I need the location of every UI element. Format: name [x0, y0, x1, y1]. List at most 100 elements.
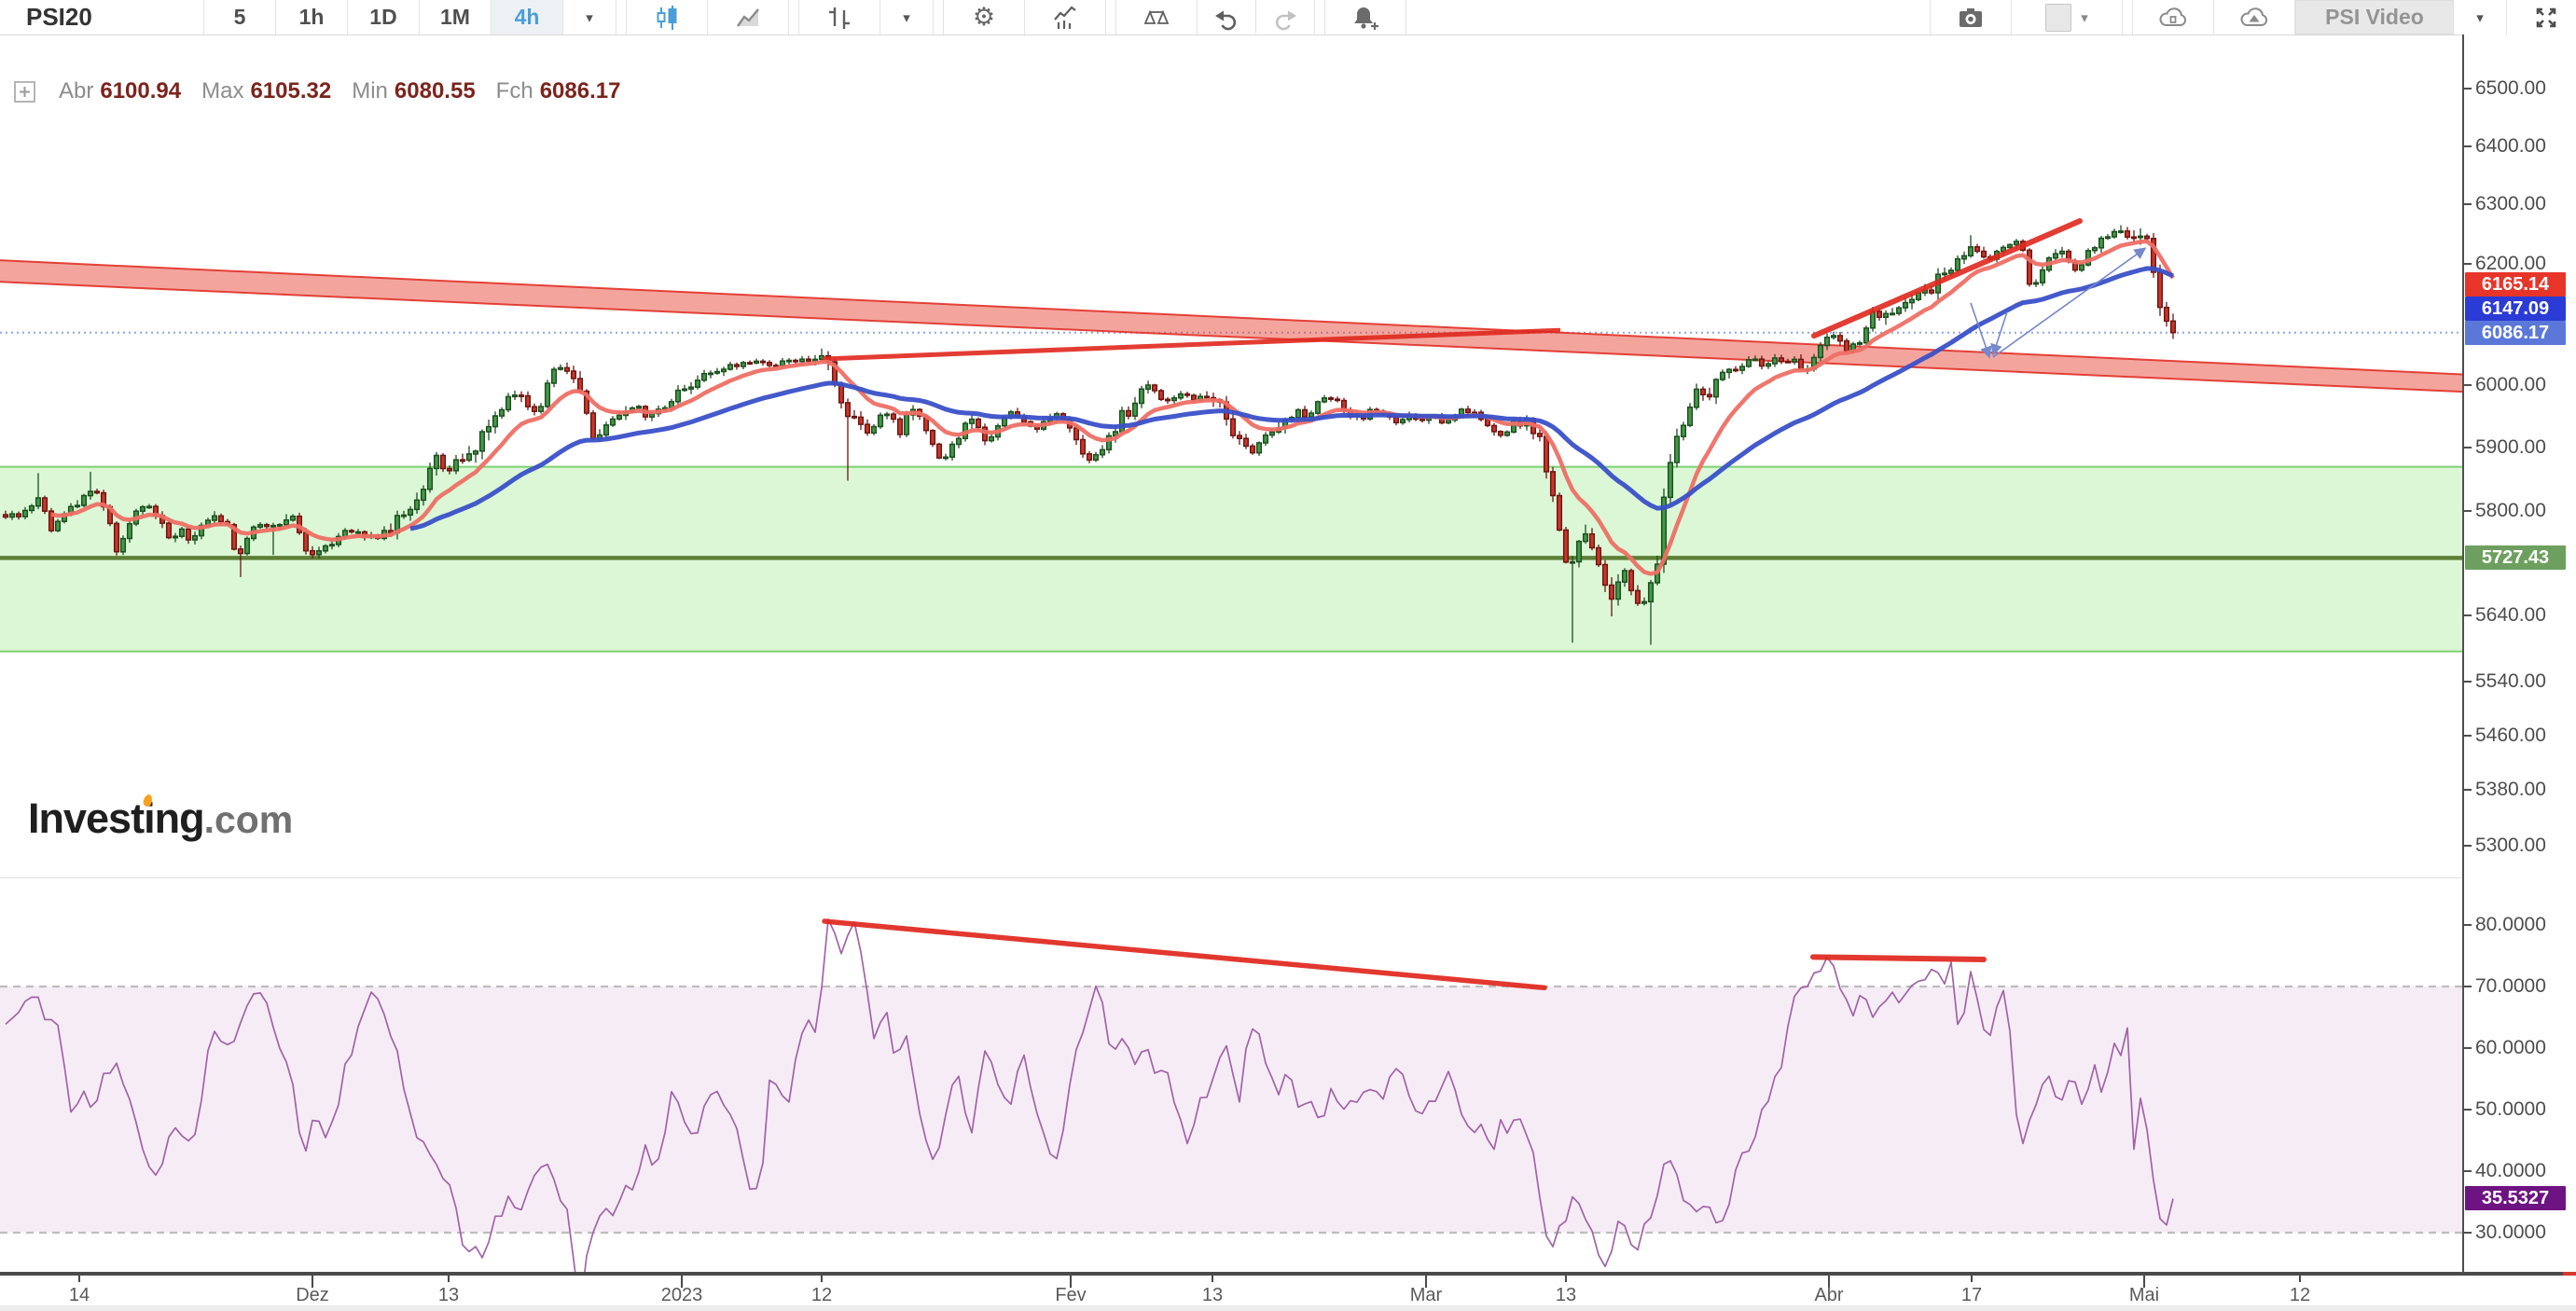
axis-tick-label: 80.0000	[2475, 914, 2546, 935]
axis-tick	[2464, 447, 2472, 449]
time-label: 17	[1960, 1285, 1983, 1305]
screenshot-button[interactable]	[1930, 0, 2012, 34]
timeframe-dropdown[interactable]: ▾	[563, 0, 616, 34]
axis-tick-label: 5460.00	[2475, 724, 2546, 746]
pane-separator[interactable]	[0, 877, 2576, 878]
time-axis-line	[0, 1272, 2576, 1276]
axis-tick-label: 6000.00	[2475, 374, 2546, 396]
legend-label: Abr	[59, 78, 94, 104]
layout-selector[interactable]: ▾	[2012, 0, 2123, 34]
chart-type-candles-button[interactable]	[626, 0, 708, 34]
time-label: Mai	[2128, 1285, 2160, 1305]
axis-tick-label: 40.0000	[2475, 1160, 2546, 1181]
time-tick	[681, 1276, 683, 1288]
price-pane-canvas[interactable]	[0, 34, 2462, 878]
indicators-button[interactable]	[1025, 0, 1106, 34]
timeframe-group: 5 1h 1D 1M 4h	[204, 0, 563, 34]
chevron-down-icon: ▾	[2081, 9, 2088, 26]
fullscreen-button[interactable]	[2516, 0, 2576, 34]
fullscreen-icon	[2536, 7, 2556, 27]
axis-tick	[2464, 1170, 2472, 1172]
time-tick	[1070, 1276, 1072, 1288]
axis-tick-label: 60.0000	[2475, 1037, 2546, 1058]
redo-icon	[1275, 10, 1296, 30]
timeframe-button-1D[interactable]: 1D	[348, 0, 420, 34]
alerts-button[interactable]	[1324, 0, 1406, 34]
time-label: 12	[2289, 1285, 2311, 1305]
symbol-name[interactable]: PSI20	[0, 0, 204, 34]
timeframe-button-5[interactable]: 5	[204, 0, 276, 34]
time-label: Mar	[1409, 1285, 1443, 1305]
chevron-down-icon: ▾	[903, 9, 910, 26]
chart-type-line-button[interactable]	[708, 0, 789, 34]
axis-tick-label: 70.0000	[2475, 975, 2546, 997]
time-axis[interactable]: 14 Dez 13 2023 12 Fev 13 Mar 13 Abr 17 Mai 12	[0, 1272, 2576, 1311]
alert-bell-icon	[1354, 7, 1378, 30]
compare-scales-icon	[1143, 9, 1170, 24]
symbol-detail-icon[interactable]	[13, 80, 36, 104]
toolbar-right: ▾ PSI Video ▾	[1930, 0, 2576, 34]
chart-type-ohlc-button[interactable]	[798, 0, 880, 34]
time-label: 13	[1555, 1285, 1577, 1305]
axis-tick-label: 5900.00	[2475, 436, 2546, 459]
price-badge: 6147.09	[2465, 297, 2566, 322]
settings-button[interactable]: ⚙	[943, 0, 1025, 34]
legend-label: Fch	[495, 78, 533, 104]
axis-tick	[2464, 986, 2472, 987]
time-tick	[1971, 1276, 1973, 1282]
axis-tick-label: 5800.00	[2475, 500, 2546, 522]
investing-watermark: Investing.com	[28, 794, 293, 843]
video-widget-label[interactable]: PSI Video	[2295, 0, 2454, 34]
axis-tick	[2464, 924, 2472, 926]
axis-tick-label: 30.0000	[2475, 1221, 2546, 1243]
time-label: Abr	[1814, 1285, 1844, 1305]
axis-tick	[2464, 510, 2472, 513]
axis-tick	[2464, 384, 2472, 387]
settings-gear-icon: ⚙	[972, 3, 996, 31]
chart-type-dropdown[interactable]: ▾	[880, 0, 934, 34]
page-bottom-strip	[0, 1305, 2576, 1311]
axis-tick	[2464, 680, 2472, 683]
axis-tick	[2464, 1047, 2472, 1049]
price-axis[interactable]: 6500.00 6400.00 6300.00 6200.00 6000.00 5900.…	[2462, 34, 2576, 1272]
toolbar-left: PSI20 5 1h 1D 1M 4h ▾	[0, 0, 1406, 34]
axis-tick-label: 5640.00	[2475, 603, 2546, 626]
watermark-brand: Investing	[28, 794, 205, 842]
redo-button[interactable]	[1256, 0, 1315, 34]
time-tick	[821, 1276, 823, 1282]
rsi-badge: 35.5327	[2465, 1186, 2566, 1211]
line-chart-icon	[737, 7, 759, 27]
chevron-down-icon: ▾	[586, 9, 593, 26]
axis-tick-label: 5380.00	[2475, 779, 2546, 801]
video-widget-dropdown[interactable]: ▾	[2454, 0, 2507, 34]
axis-tick	[2464, 1232, 2472, 1234]
rsi-pane-canvas[interactable]	[0, 878, 2462, 1272]
layout-swatch-icon	[2045, 3, 2072, 32]
time-label: Fev	[1055, 1285, 1087, 1305]
cloud-load-icon	[2159, 7, 2187, 26]
axis-tick	[2464, 734, 2472, 737]
axis-tick-label: 6300.00	[2475, 193, 2546, 215]
timeframe-button-1h[interactable]: 1h	[276, 0, 348, 34]
time-tick	[312, 1276, 313, 1288]
legend-value: 6086.17	[539, 78, 621, 104]
time-tick	[1828, 1276, 1830, 1288]
legend-label: Max	[201, 78, 244, 104]
load-layout-button[interactable]	[2132, 0, 2214, 34]
axis-tick-label: 6500.00	[2475, 77, 2546, 99]
compare-button[interactable]	[1115, 0, 1198, 34]
undo-button[interactable]	[1198, 0, 1256, 34]
save-layout-button[interactable]	[2214, 0, 2295, 34]
time-tick	[2143, 1276, 2145, 1288]
timeframe-button-1M[interactable]: 1M	[420, 0, 492, 34]
price-badge: 5727.43	[2465, 545, 2566, 571]
axis-tick	[2464, 614, 2472, 616]
time-label: 12	[810, 1285, 833, 1305]
axis-tick	[2464, 203, 2472, 206]
price-badge: 6165.14	[2465, 272, 2566, 297]
legend-value: 6080.55	[394, 78, 476, 104]
time-label: 2023	[660, 1285, 703, 1305]
orange-tittle-icon: i	[144, 794, 155, 842]
timeframe-button-4h[interactable]: 4h	[492, 0, 563, 34]
